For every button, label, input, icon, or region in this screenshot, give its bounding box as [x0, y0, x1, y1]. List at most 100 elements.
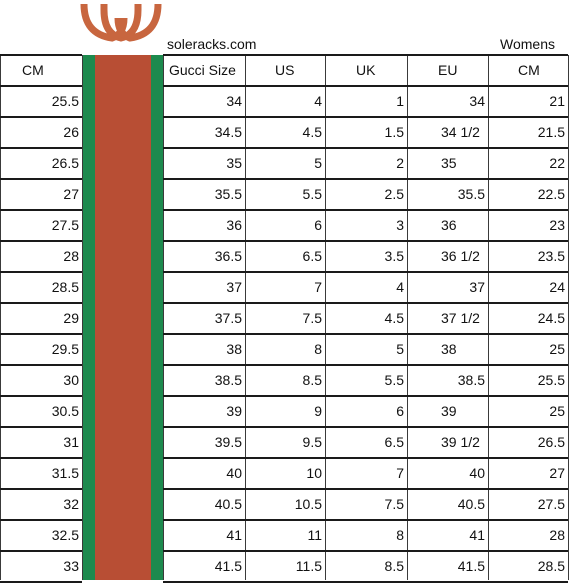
- table-cell: 5: [396, 341, 404, 357]
- table-cell: 7: [396, 465, 404, 481]
- table-cell: 11.5: [295, 558, 322, 574]
- table-cell: 32.5: [51, 527, 79, 543]
- stripe-green-right: [151, 55, 163, 580]
- table-cell: 7.5: [384, 496, 404, 512]
- table-cell: 36.5: [214, 248, 242, 264]
- column-header: Gucci Size: [169, 62, 236, 78]
- row-divider: [163, 519, 568, 521]
- table-cell: 4: [396, 279, 404, 295]
- row-divider: [0, 519, 82, 521]
- table-cell: 40.5: [457, 496, 485, 512]
- row-divider: [0, 209, 82, 211]
- table-cell: 36: [226, 217, 242, 233]
- row-divider: [163, 147, 568, 149]
- column-header: US: [275, 62, 295, 78]
- table-cell: 22: [549, 155, 565, 171]
- table-cell: 4.5: [384, 310, 404, 326]
- table-cell: 6: [396, 403, 404, 419]
- table-cell: 40: [226, 465, 242, 481]
- row-divider: [163, 364, 568, 366]
- table-cell: 34: [226, 93, 242, 109]
- table-cell: 6: [314, 217, 322, 233]
- column-header: UK: [356, 62, 376, 78]
- table-cell: 35.5: [457, 186, 485, 202]
- table-cell: 27.5: [537, 496, 565, 512]
- row-divider: [163, 240, 568, 242]
- row-divider: [163, 209, 568, 211]
- table-cell: 35.5: [214, 186, 242, 202]
- column-divider: [568, 55, 569, 580]
- row-divider: [0, 550, 82, 552]
- table-cell: 40.5: [214, 496, 242, 512]
- table-cell: 41: [226, 527, 242, 543]
- table-cell: 41.5: [214, 558, 242, 574]
- gucci-logo-icon: [80, 4, 162, 42]
- row-divider: [0, 271, 82, 273]
- row-divider: [0, 116, 82, 118]
- table-cell: 37 1/2: [441, 310, 480, 326]
- row-divider: [0, 364, 82, 366]
- table-cell: 10.5: [294, 496, 322, 512]
- table-cell: 36 1/2: [441, 248, 480, 264]
- column-divider: [488, 55, 489, 580]
- table-cell: 6.5: [302, 248, 322, 264]
- row-divider: [163, 178, 568, 180]
- table-cell: 38: [226, 341, 242, 357]
- table-cell: 8: [314, 341, 322, 357]
- table-cell: 28: [63, 248, 79, 264]
- table-cell: 23: [549, 217, 565, 233]
- table-cell: 28.5: [537, 558, 565, 574]
- table-cell: 23.5: [537, 248, 565, 264]
- table-cell: 25.5: [537, 372, 565, 388]
- table-cell: 5: [314, 155, 322, 171]
- row-divider: [163, 488, 568, 490]
- row-divider: [163, 550, 568, 552]
- table-cell: 34.5: [214, 124, 242, 140]
- stripe-green-left: [82, 55, 95, 580]
- table-cell: 38: [441, 341, 457, 357]
- column-divider: [407, 55, 408, 580]
- table-cell: 34 1/2: [441, 124, 480, 140]
- table-cell: 27: [63, 186, 79, 202]
- table-cell: 39 1/2: [441, 434, 480, 450]
- row-divider: [0, 147, 82, 149]
- column-header: CM: [518, 62, 540, 78]
- table-cell: 29: [63, 310, 79, 326]
- table-cell: 30: [63, 372, 79, 388]
- column-divider: [325, 55, 326, 580]
- table-cell: 9.5: [302, 434, 322, 450]
- table-cell: 7: [314, 279, 322, 295]
- table-cell: 37.5: [214, 310, 242, 326]
- row-divider: [163, 54, 568, 56]
- row-divider: [0, 426, 82, 428]
- table-cell: 27.5: [51, 217, 79, 233]
- row-divider: [163, 302, 568, 304]
- table-cell: 38.5: [457, 372, 485, 388]
- table-cell: 39: [441, 403, 457, 419]
- table-cell: 37: [469, 279, 485, 295]
- row-divider: [163, 426, 568, 428]
- table-cell: 41: [469, 527, 485, 543]
- row-divider: [163, 457, 568, 459]
- table-cell: 5.5: [302, 186, 322, 202]
- table-cell: 28.5: [51, 279, 79, 295]
- table-cell: 35: [226, 155, 242, 171]
- table-cell: 7.5: [302, 310, 322, 326]
- table-cell: 35: [441, 155, 457, 171]
- table-cell: 24.5: [537, 310, 565, 326]
- row-divider: [163, 116, 568, 118]
- table-cell: 34: [469, 93, 485, 109]
- column-divider: [245, 55, 246, 580]
- table-cell: 2: [396, 155, 404, 171]
- table-cell: 1.5: [384, 124, 404, 140]
- table-cell: 25: [549, 341, 565, 357]
- row-divider: [0, 54, 82, 56]
- table-cell: 31: [63, 434, 79, 450]
- row-divider: [163, 85, 568, 87]
- table-cell: 2.5: [384, 186, 404, 202]
- table-cell: 8.5: [384, 558, 404, 574]
- row-divider: [163, 395, 568, 397]
- table-cell: 4.5: [302, 124, 322, 140]
- table-cell: 1: [396, 93, 404, 109]
